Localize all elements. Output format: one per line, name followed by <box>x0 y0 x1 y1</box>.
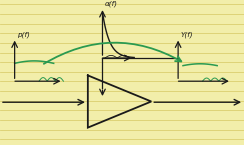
Text: α(f): α(f) <box>105 0 118 7</box>
Text: p(f): p(f) <box>17 31 30 38</box>
Text: Y(f): Y(f) <box>181 31 193 38</box>
